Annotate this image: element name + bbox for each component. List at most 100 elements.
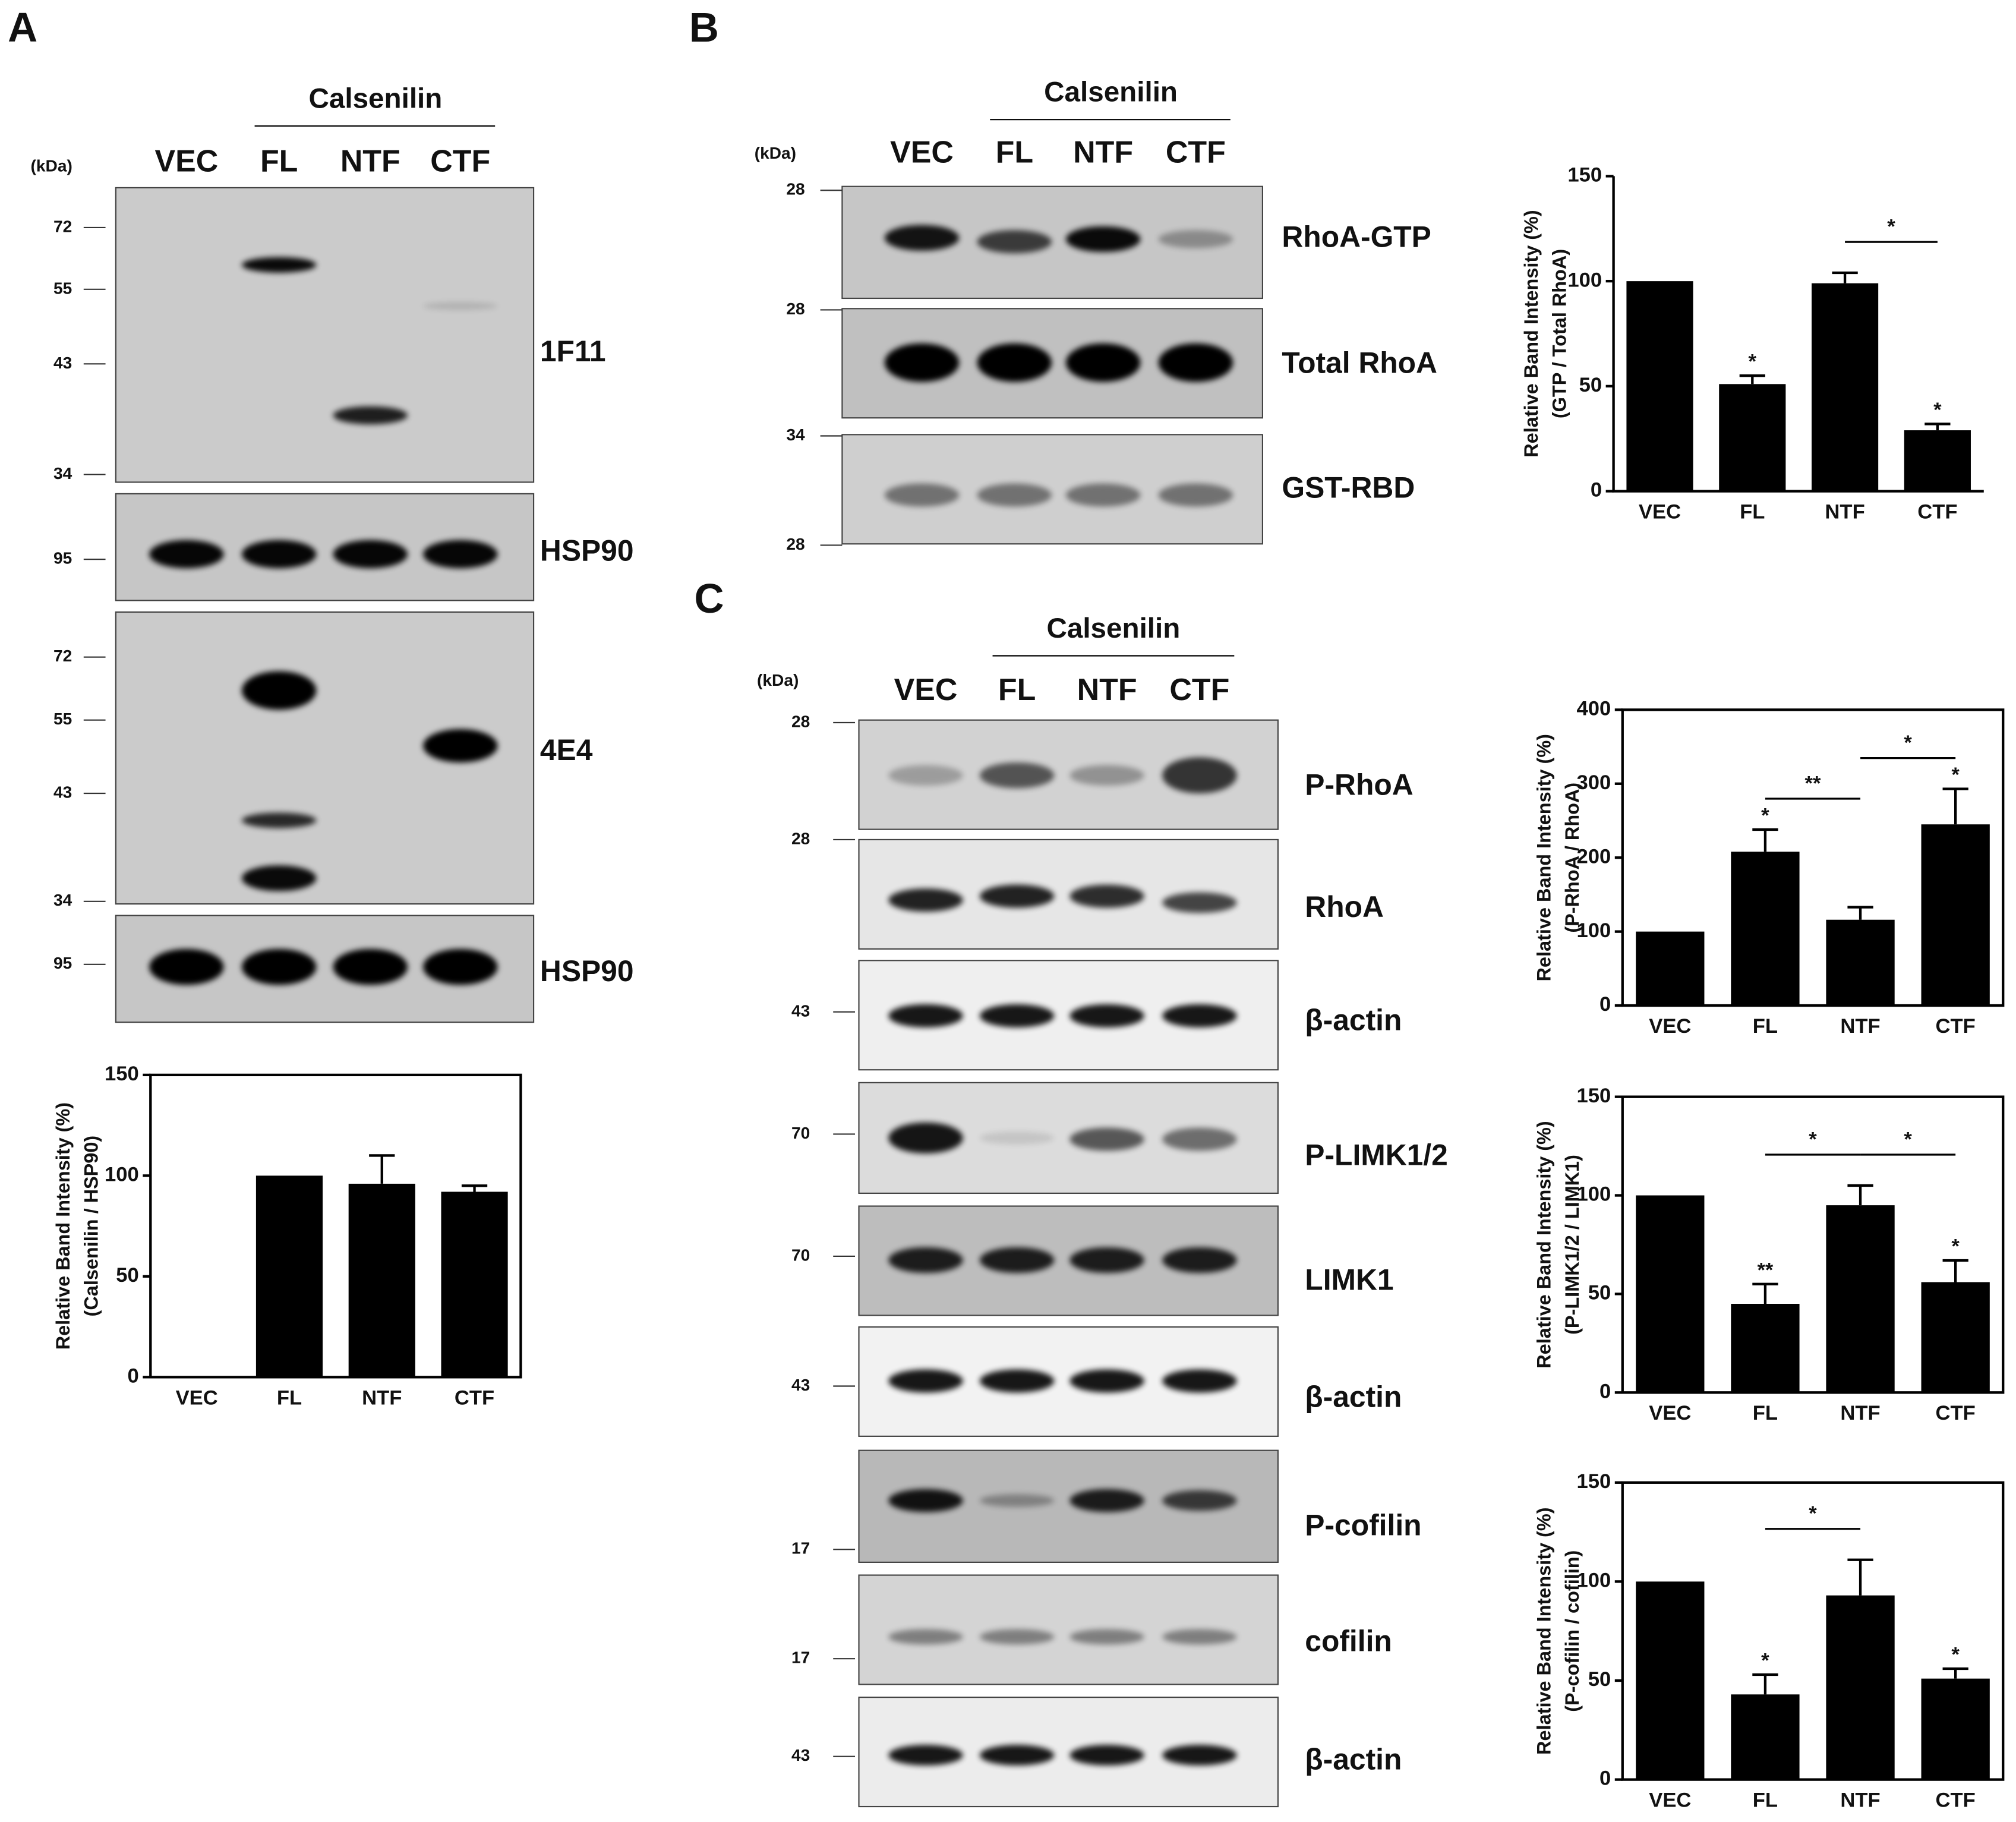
y-tick-label: 100 [105, 1164, 139, 1186]
error-bar [1752, 1282, 1778, 1304]
blot-band [1162, 1127, 1237, 1151]
bar [1826, 1595, 1895, 1780]
strip-label: RhoA [1305, 890, 1384, 923]
blot-band [979, 1494, 1055, 1507]
x-tick-label: NTF [1840, 1402, 1880, 1424]
y-axis-label: Relative Band Intensity (%) [1534, 1507, 1555, 1754]
y-tick-label: 50 [1588, 1668, 1611, 1691]
error-bar [1847, 1184, 1873, 1206]
comparison-label: * [1904, 732, 1912, 754]
group-label: Calsenilin [1044, 77, 1178, 108]
blot-band [1158, 230, 1233, 248]
blot-band [1069, 765, 1144, 786]
y-tick-label: 200 [1577, 845, 1611, 868]
marker-label: 95 [53, 954, 72, 972]
y-tick-label: 50 [1579, 374, 1602, 396]
y-tick-label: 100 [1577, 1183, 1611, 1206]
error-bar [1942, 1259, 1968, 1282]
x-tick-label: VEC [1639, 500, 1681, 523]
significance-mark: ** [1757, 1259, 1773, 1281]
blot-band [241, 257, 317, 273]
marker-label: 28 [786, 180, 804, 198]
y-axis-label: Relative Band Intensity (%) [1534, 1121, 1555, 1368]
y-tick-label: 150 [1567, 164, 1602, 187]
lane-label: CTF [1169, 673, 1229, 707]
blot-band [1162, 892, 1237, 913]
x-tick-label: FL [1753, 1789, 1778, 1812]
y-tick-label: 0 [1599, 1767, 1611, 1790]
error-bar [461, 1184, 488, 1192]
blot-band [241, 865, 317, 891]
significance-mark: * [1951, 1644, 1960, 1666]
error-bar [1752, 1673, 1778, 1695]
x-tick-label: CTF [1936, 1789, 1976, 1812]
strip-label: β-actin [1305, 1742, 1402, 1776]
blot-band [241, 540, 317, 569]
y-axis-label: Relative Band Intensity (%) [1520, 210, 1542, 457]
comparison-label: * [1809, 1128, 1817, 1150]
blot-band [1162, 1490, 1237, 1511]
strip-label: GST-RBD [1282, 471, 1415, 505]
lane-label: VEC [890, 135, 954, 169]
y-axis-label: (P-LIMK1/2 / LIMK1) [1561, 1155, 1583, 1335]
y-axis-label: Relative Band Intensity (%) [52, 1102, 74, 1350]
blot-band [888, 1745, 963, 1766]
blot-band [149, 540, 224, 569]
y-tick-label: 150 [1577, 1085, 1611, 1107]
strip-label: HSP90 [540, 954, 634, 988]
blot-band [423, 948, 498, 985]
plot-frame [1621, 1481, 2005, 1781]
blot-band [1162, 1369, 1237, 1393]
bar [1731, 1304, 1800, 1393]
blot-band [1158, 483, 1233, 507]
error-bar [1847, 906, 1873, 920]
unit-label: (kDa) [31, 157, 72, 175]
bar [1626, 281, 1693, 491]
blot-band [1069, 1127, 1144, 1151]
marker-label: 43 [791, 1001, 810, 1020]
marker-label: 43 [791, 1376, 810, 1394]
y-tick-label: 100 [1577, 919, 1611, 942]
strip-label: β-actin [1305, 1380, 1402, 1413]
blot-band [888, 765, 963, 786]
blot-band [977, 230, 1052, 254]
lane-label: NTF [1077, 673, 1137, 707]
lane-label: CTF [1166, 135, 1226, 169]
strip-label: β-actin [1305, 1003, 1402, 1036]
blot-band [979, 1369, 1055, 1393]
lane-label: FL [996, 135, 1033, 169]
error-bar [1847, 1558, 1873, 1596]
lane-label: VEC [894, 673, 958, 707]
strip-label: cofilin [1305, 1624, 1392, 1657]
bar [1636, 1581, 1705, 1780]
blot-band [423, 540, 498, 569]
marker-label: 43 [791, 1746, 810, 1764]
blot-band [241, 671, 317, 710]
blot-band [979, 1131, 1055, 1145]
marker-label: 70 [791, 1124, 810, 1142]
blot-band [423, 729, 498, 763]
bar [1812, 283, 1879, 491]
y-axis-label: (Calsenilin / HSP90) [81, 1136, 102, 1317]
x-tick-label: NTF [1840, 1015, 1880, 1038]
blot-band [888, 1122, 963, 1153]
group-label: Calsenilin [309, 83, 443, 114]
bar [1826, 919, 1895, 1006]
blot-band [979, 762, 1055, 789]
blot-band [333, 540, 408, 569]
lane-label: VEC [155, 144, 219, 179]
marker-label: 28 [791, 829, 810, 847]
y-tick-label: 0 [1591, 479, 1602, 502]
marker-label: 43 [53, 783, 72, 801]
blot-band [884, 343, 960, 382]
error-bar [1752, 828, 1778, 852]
x-tick-label: CTF [1917, 500, 1957, 523]
error-bar [1942, 787, 1968, 825]
x-tick-label: NTF [1840, 1789, 1880, 1812]
blot-band [333, 948, 408, 985]
x-tick-label: VEC [1649, 1789, 1691, 1812]
y-axis-label: (P-cofilin / cofilin) [1561, 1550, 1583, 1712]
blot-band [1069, 1745, 1144, 1766]
y-tick-label: 150 [105, 1063, 139, 1085]
y-tick-label: 0 [128, 1364, 139, 1387]
